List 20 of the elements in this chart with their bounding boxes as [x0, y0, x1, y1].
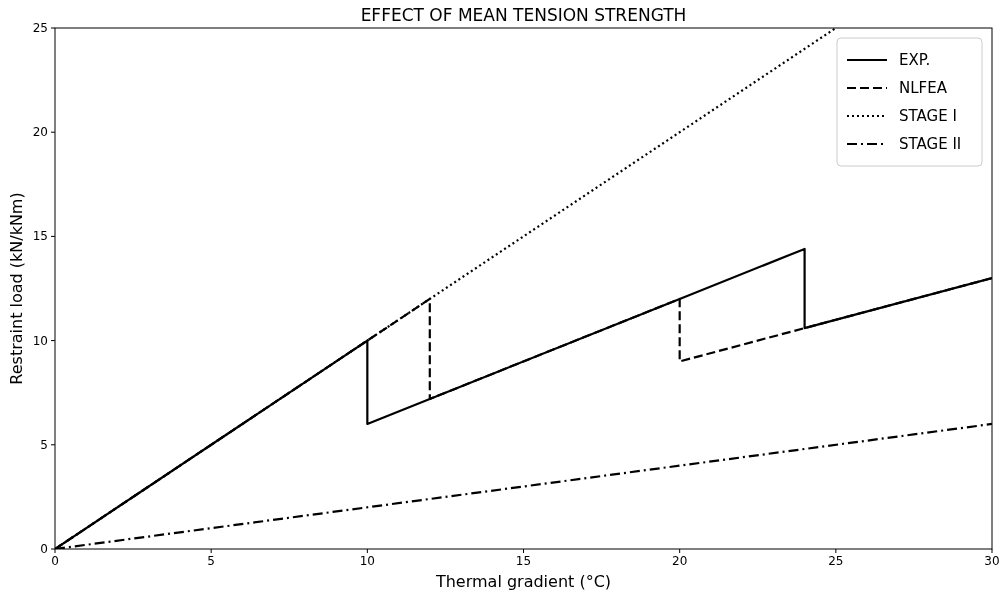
chart-title: EFFECT OF MEAN TENSION STRENGTH	[360, 5, 687, 25]
y-tick-label: 15	[32, 229, 48, 244]
legend-label: STAGE I	[899, 107, 957, 125]
y-tick-label: 5	[40, 437, 48, 452]
y-tick-label: 25	[32, 21, 48, 35]
legend-label: EXP.	[899, 51, 931, 69]
x-tick-label: 15	[515, 554, 532, 568]
y-tick-label: 10	[32, 333, 48, 348]
y-tick-label: 0	[40, 542, 48, 556]
x-tick-label: 20	[672, 554, 688, 568]
x-tick-label: 25	[828, 554, 844, 568]
x-tick-label: 30	[984, 554, 1000, 568]
legend-label: STAGE II	[899, 135, 962, 153]
x-axis-title: Thermal gradient (°C)	[434, 572, 612, 591]
legend-label: NLFEA	[899, 79, 948, 97]
x-tick-label: 10	[359, 554, 375, 568]
y-tick-label: 20	[32, 125, 48, 140]
x-tick-label: 0	[51, 554, 59, 568]
y-axis-title: Restraint load (kN/kNm)	[7, 192, 26, 385]
x-tick-label: 5	[207, 554, 215, 568]
